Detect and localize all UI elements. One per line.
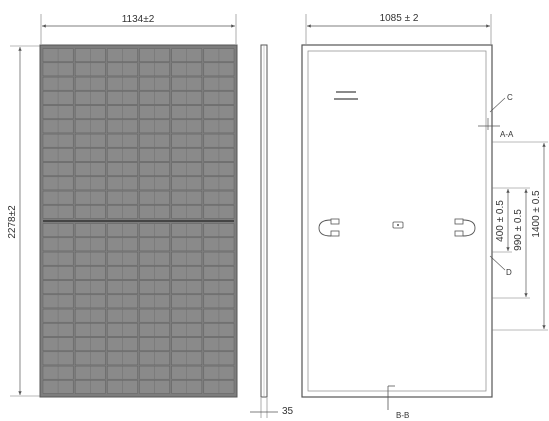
front-cell-grid <box>42 48 235 394</box>
junction-box-center <box>392 221 404 229</box>
label-c: C <box>507 93 513 102</box>
back-frame-inner <box>307 50 487 392</box>
side-view: 35 <box>250 44 294 418</box>
back-width-label: 1085 ± 2 <box>380 13 419 24</box>
front-width-label: 1134±2 <box>122 14 155 25</box>
front-view: 1134±2 2278±2 <box>7 14 238 398</box>
dim-400-label: 400 ± 0.5 <box>495 200 506 242</box>
back-frame-outer <box>301 44 493 398</box>
front-height-label: 2278±2 <box>7 205 18 239</box>
junction-box-right <box>454 218 476 237</box>
back-view: 1085 ± 2 C A-A <box>301 13 548 420</box>
label-bb: B-B <box>396 411 409 420</box>
label-aa: A-A <box>500 130 514 139</box>
label-d: D <box>506 268 512 277</box>
dim-1400-label: 1400 ± 0.5 <box>531 190 542 238</box>
junction-box-left <box>318 218 340 237</box>
dim-990-label: 990 ± 0.5 <box>513 209 524 251</box>
side-thickness-label: 35 <box>282 406 294 417</box>
d-leader <box>489 255 506 271</box>
c-leader <box>489 97 506 113</box>
